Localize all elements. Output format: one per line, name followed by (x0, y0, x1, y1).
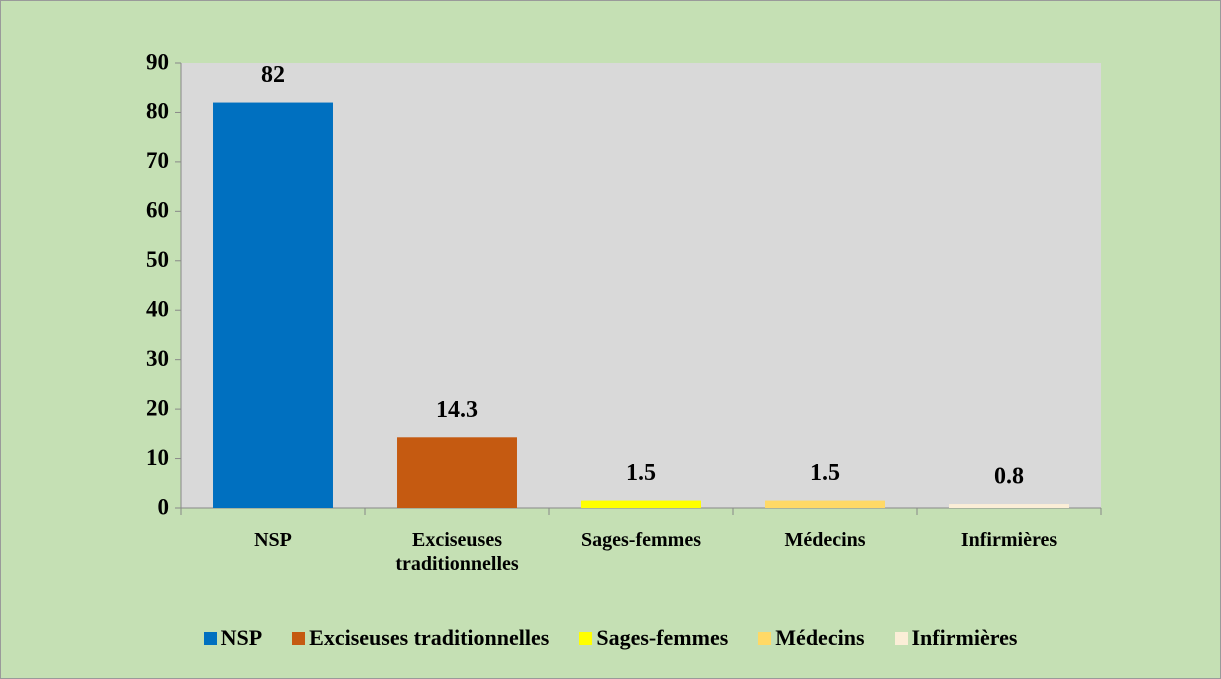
y-tick-label: 60 (146, 198, 169, 223)
legend-swatch (203, 631, 217, 645)
legend-label: Médecins (775, 625, 865, 650)
legend-item: Sages-femmes (579, 625, 728, 651)
bar (397, 437, 517, 508)
legend-swatch (894, 631, 908, 645)
x-tick-label: Infirmières (960, 529, 1058, 551)
legend-item: NSP (203, 625, 263, 651)
x-tick-label: Sages-femmes (581, 529, 701, 551)
data-label: 14.3 (436, 397, 478, 423)
legend-label: NSP (220, 625, 263, 650)
y-tick-label: 70 (146, 148, 169, 173)
data-label: 1.5 (810, 460, 840, 486)
legend-item: Médecins (758, 625, 865, 651)
x-tick-label: NSP (254, 529, 292, 551)
y-tick-label: 0 (158, 494, 170, 519)
bar (581, 500, 701, 508)
y-tick-label: 20 (146, 395, 169, 420)
bar (949, 504, 1069, 508)
x-tick-label: Exciseuses traditionnelles (395, 529, 519, 575)
legend-item: Exciseuses traditionnelles (292, 625, 549, 651)
legend-swatch (758, 631, 772, 645)
y-tick-label: 40 (146, 297, 169, 322)
y-tick-label: 80 (146, 99, 169, 124)
legend-label: Exciseuses traditionnelles (309, 625, 550, 650)
legend-label: Infirmières (911, 625, 1018, 650)
y-tick-label: 90 (146, 49, 169, 74)
y-tick-label: 50 (146, 247, 169, 272)
y-tick-label: 30 (146, 346, 169, 371)
x-tick-label: Médecins (784, 529, 866, 551)
plot-area (181, 63, 1101, 508)
legend-label: Sages-femmes (596, 625, 729, 650)
legend-swatch (292, 631, 306, 645)
data-label: 0.8 (994, 464, 1024, 490)
bar (765, 500, 885, 508)
legend-swatch (579, 631, 593, 645)
legend-item: Infirmières (894, 625, 1018, 651)
bar (213, 102, 333, 509)
y-tick-label: 10 (146, 445, 169, 470)
legend: NSP Exciseuses traditionnelles Sages-femme… (1, 625, 1220, 651)
data-label: 82 (261, 62, 285, 88)
data-label: 1.5 (626, 460, 656, 486)
